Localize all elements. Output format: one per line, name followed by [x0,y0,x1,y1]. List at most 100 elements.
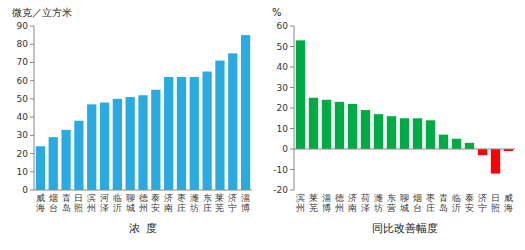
x-tick-label-char: 南 [164,203,173,213]
bar [190,77,199,190]
x-tick-label: 济宁 [228,193,237,213]
bars [296,40,513,173]
x-tick-label-char: 照 [74,203,83,213]
bar [309,98,318,149]
x-tick-label: 河泽 [100,193,109,213]
bar [426,120,435,149]
x-tick-label-char: 潍 [374,193,383,203]
x-tick-label-char: 青 [62,193,71,203]
y-tick-label: 50 [277,42,289,52]
x-tick-label-char: 海 [36,203,45,213]
x-tick-label-char: 安 [465,203,474,213]
x-tick-label-char: 临 [452,193,461,203]
x-tick-label: 滨州 [296,193,305,213]
x-tick-label-char: 台 [413,203,422,213]
x-tick-label-char: 日 [491,193,500,203]
x-tick-label-char: 青 [439,193,448,203]
bars [36,35,250,190]
y-tick [30,26,34,27]
y-tick-label: 70 [17,57,29,67]
bar [296,40,305,149]
x-tick-label-char: 威 [504,193,513,203]
x-tick-label: 威海 [36,193,45,213]
x-tick-label-char: 安 [151,203,160,213]
x-tick-label-char: 枣 [177,193,186,203]
x-tick-label-char: 泽 [361,203,370,213]
x-tick-label-char: 岛 [439,203,448,213]
x-tick-label-char: 德 [335,193,344,203]
x-tick-label-char: 滨 [87,193,96,203]
x-tick-label-char: 东 [387,193,396,203]
x-tick-label-char: 莱 [215,193,224,203]
x-tick-label: 淄博 [322,193,331,213]
x-tick-label-char: 淄 [241,193,250,203]
x-tick-label: 淄博 [241,193,250,213]
y-tick-label: 10 [17,167,29,177]
y-tick [290,169,294,170]
bar [335,102,344,149]
x-tick-label-char: 博 [241,203,250,213]
x-tick-label-char: 岛 [62,203,71,213]
x-tick-label-char: 临 [113,193,122,203]
bar [126,97,135,190]
y-tick [30,80,34,81]
x-tick-label-char: 枣 [426,193,435,203]
x-tick-label-char: 泽 [100,203,109,213]
y-tick-label: 20 [277,103,289,113]
x-tick-label-char: 河 [100,193,109,203]
x-tick-label: 潍坊 [189,193,199,213]
y-tick-label: 50 [17,94,29,104]
x-tick-label: 临沂 [452,193,461,213]
y-tick [30,190,34,191]
bar [36,146,45,190]
bar [400,118,409,149]
x-tick-label-char: 营 [387,203,396,213]
bar [113,99,122,190]
y-axis-label: % [272,7,282,18]
x-tick-label: 潍坊 [373,193,383,213]
bar [361,110,370,149]
x-tick-label-char: 台 [49,203,58,213]
x-tick-label-char: 东 [203,193,212,203]
y-tick-label: 0 [282,144,288,154]
x-tick-label: 泰安 [151,193,160,213]
y-tick [290,190,294,191]
x-tick-label-char: 宁 [228,203,237,213]
y-tick-label: 20 [17,149,29,159]
bar [348,104,357,149]
bar [387,116,396,149]
y-tick [30,62,34,63]
y-tick [30,98,34,99]
x-tick-label-char: 照 [491,203,500,213]
x-tick-label: 东庄 [203,193,212,213]
x-tick-label-char: 济 [228,193,237,203]
y-tick-label: 0 [22,185,28,195]
chart-panel: 0102030405060708090威海烟台青岛日照滨州河泽临沂聊城德州泰安济… [12,7,252,235]
y-tick [290,67,294,68]
x-tick-label: 枣庄 [426,193,435,213]
x-tick-label-char: 沂 [452,203,461,213]
y-tick-label: 40 [17,112,29,122]
x-tick-label: 济南 [348,193,357,213]
y-tick-label: 30 [17,130,29,140]
y-tick-label: 40 [277,62,289,72]
bar [322,100,331,149]
y-tick [290,128,294,129]
x-tick-label-char: 州 [87,203,96,213]
x-tick-label-char: 淄 [322,193,331,203]
bar [49,137,58,190]
bar [228,53,237,190]
x-tick-label-char: 芜 [215,203,224,213]
y-tick [290,87,294,88]
baseline [34,190,252,191]
y-tick [290,26,294,27]
x-tick-label: 德州 [139,193,148,213]
bar [374,114,383,149]
x-tick-label: 日照 [491,193,500,213]
y-tick [30,171,34,172]
bar [203,72,212,190]
x-tick-label-char: 潍 [190,193,199,203]
y-axis-label: 微克／立方米 [12,7,72,18]
x-tick-label-char: 坊 [373,203,383,213]
x-tick-label-char: 庄 [177,203,186,213]
